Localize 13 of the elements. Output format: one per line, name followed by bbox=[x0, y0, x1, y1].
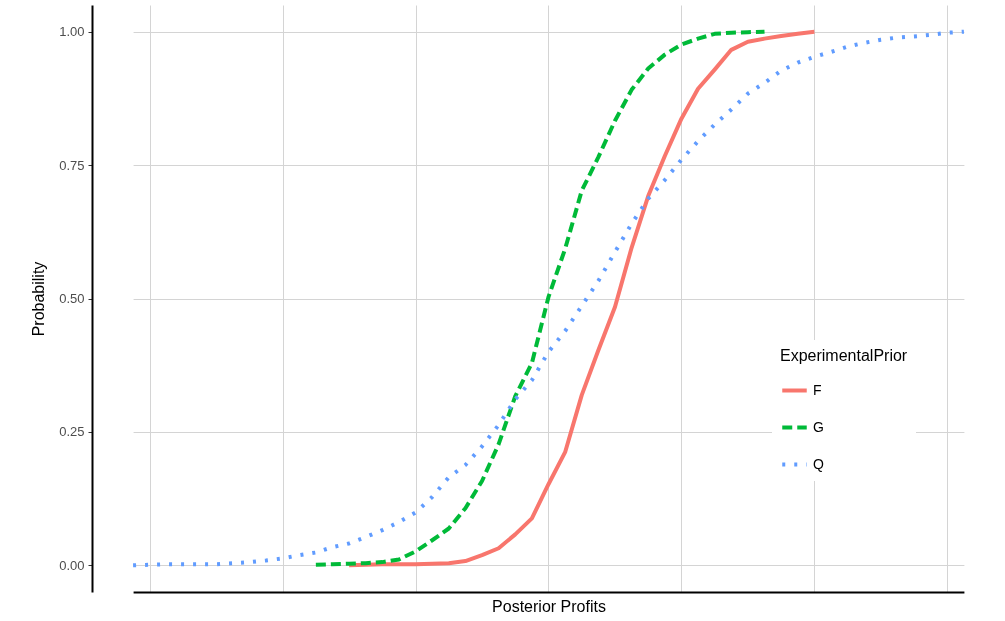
y-tick-label: 1.00 bbox=[59, 24, 85, 40]
y-tick-label: 0.75 bbox=[59, 157, 85, 173]
y-tick-label: 0.50 bbox=[59, 291, 85, 306]
y-tick-label: 0.25 bbox=[59, 424, 85, 440]
legend-label: G bbox=[813, 418, 824, 435]
legend-label: F bbox=[813, 381, 822, 398]
line-series bbox=[313, 29, 767, 567]
y-tick-label: 0.00 bbox=[59, 557, 85, 573]
y-axis-title: Probability bbox=[30, 261, 48, 337]
line-series bbox=[131, 29, 966, 568]
legend-label: Q bbox=[813, 455, 824, 472]
x-axis-title: Posterior Profits bbox=[492, 598, 606, 615]
legend-title: ExperimentalPrior bbox=[780, 347, 908, 364]
